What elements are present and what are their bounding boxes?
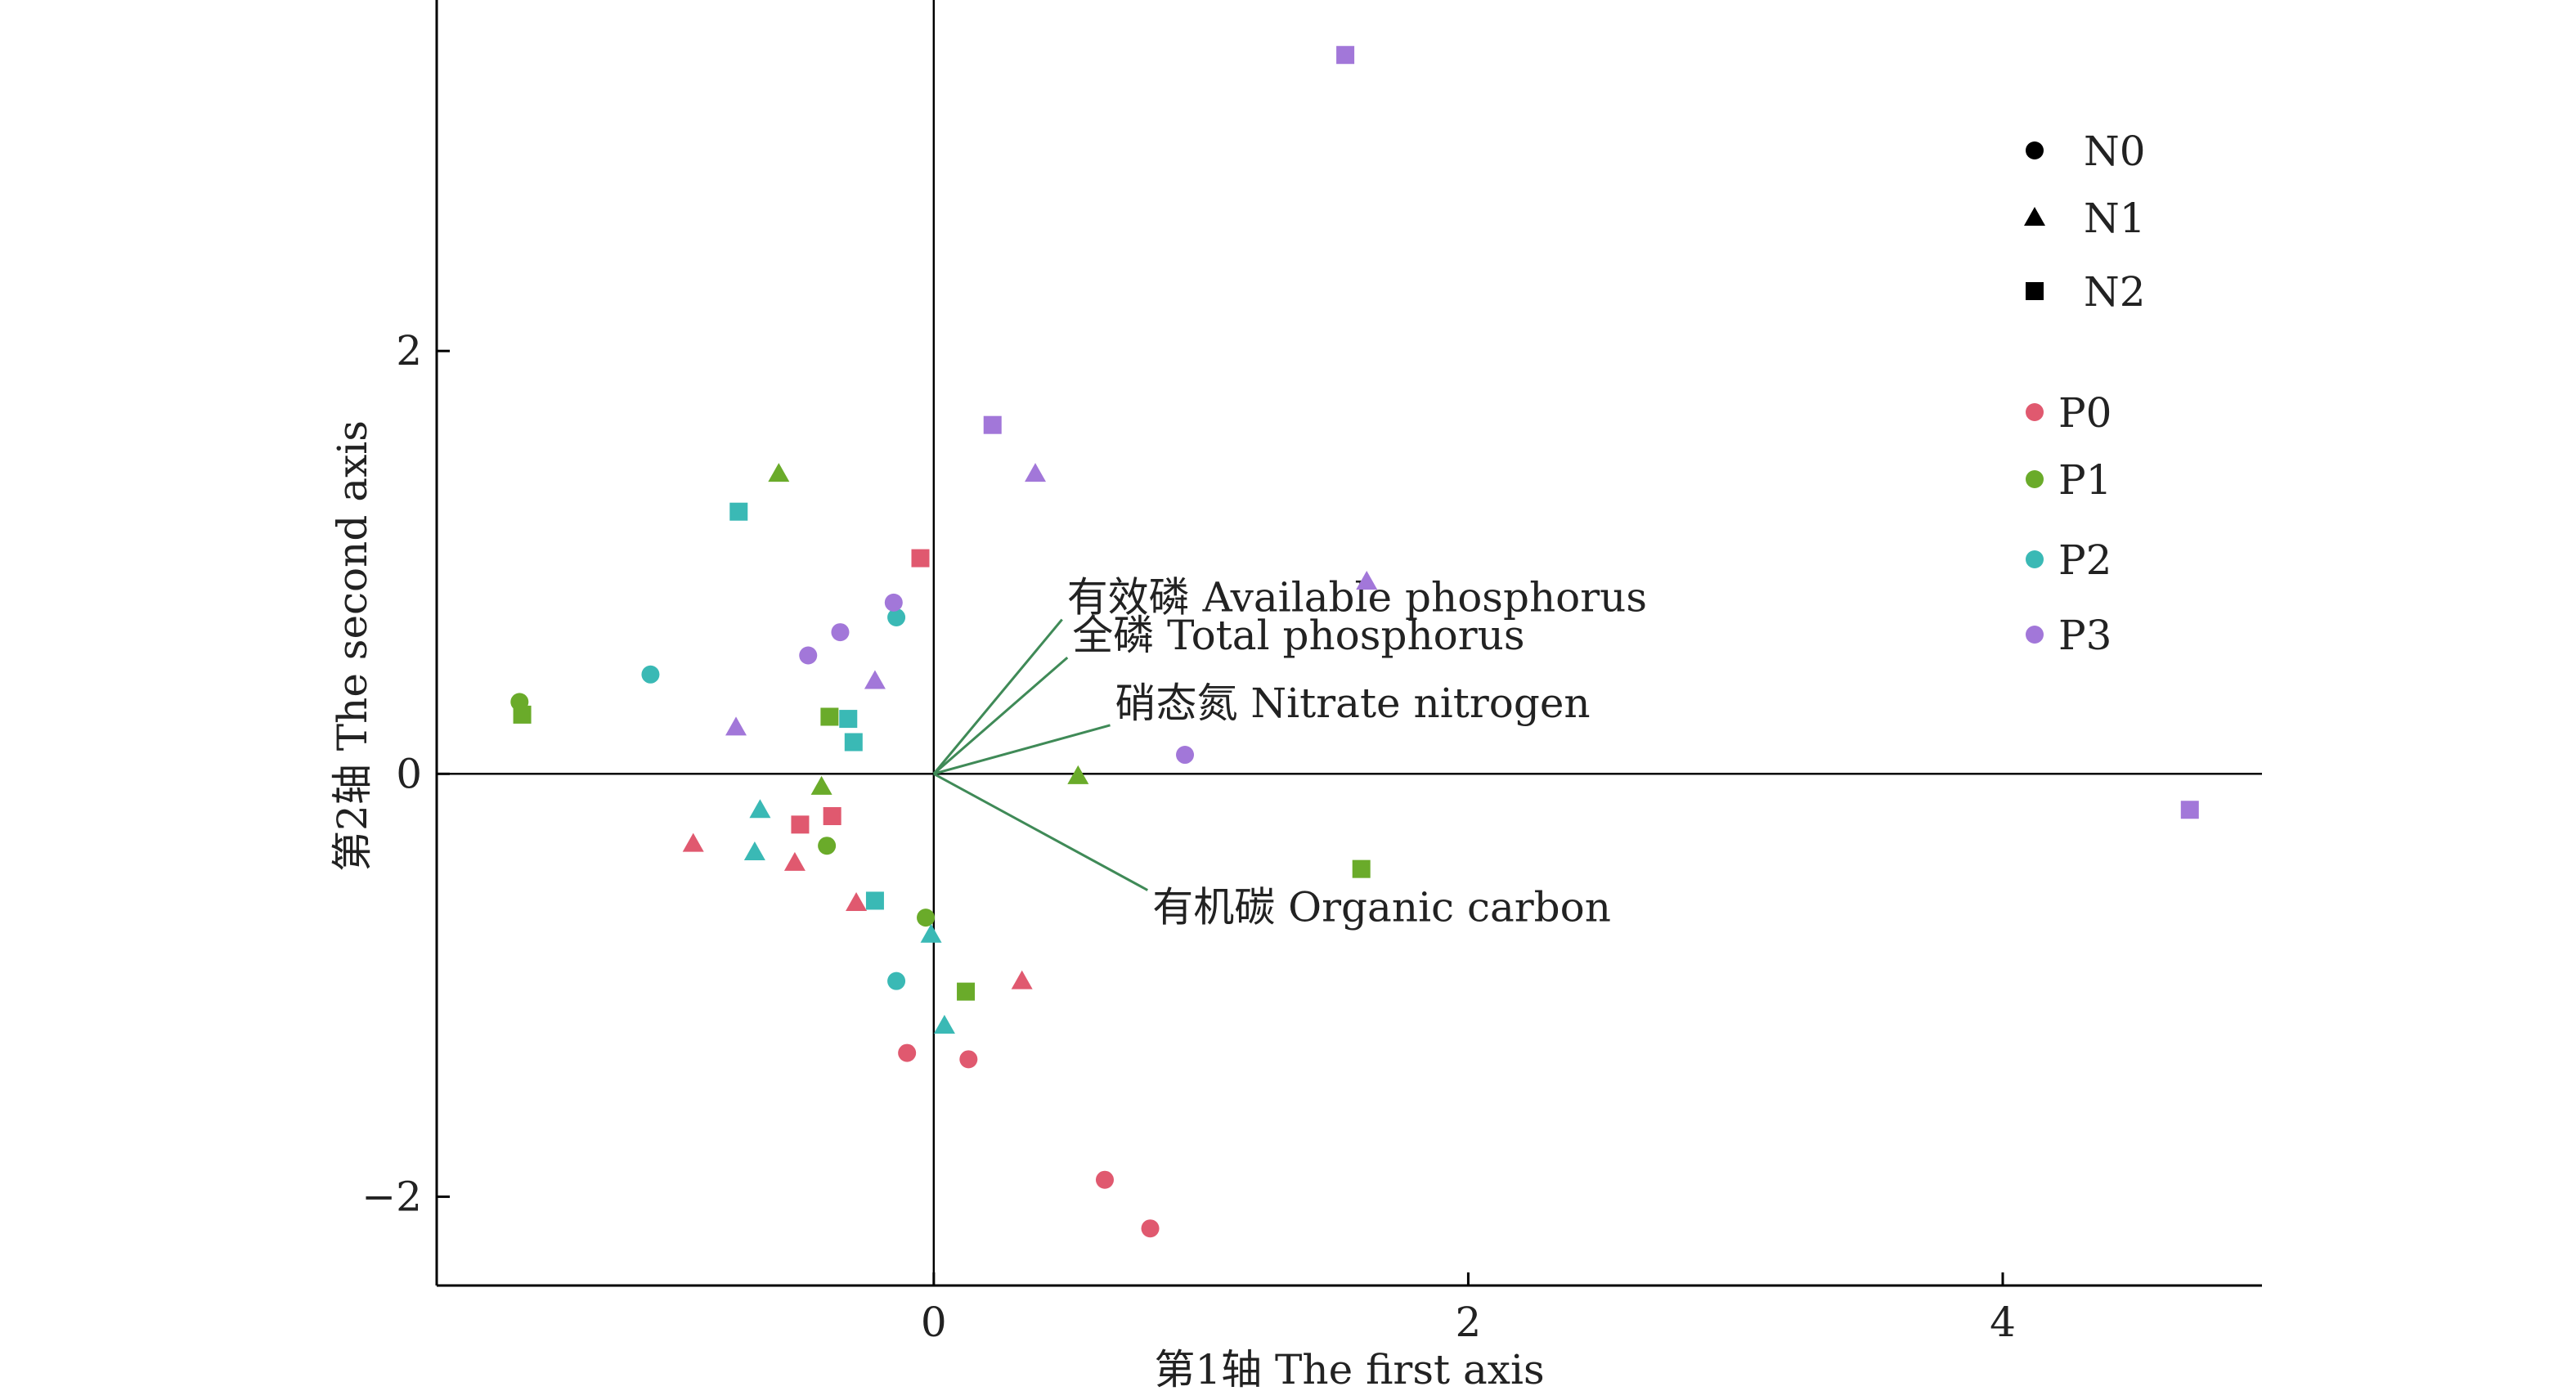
data-point	[1356, 571, 1378, 590]
tick-marks: 0 2 4 −2 0 2	[361, 327, 2016, 1346]
data-point	[743, 841, 765, 860]
data-point	[783, 851, 806, 871]
data-point	[959, 1050, 978, 1069]
data-point	[818, 837, 837, 855]
legend-label: N2	[2084, 268, 2146, 316]
data-point	[933, 1014, 955, 1034]
data-point	[513, 705, 532, 724]
legend-label: P2	[2058, 536, 2112, 584]
legend-label: P3	[2058, 612, 2112, 659]
data-point	[839, 710, 858, 729]
legend-label: P0	[2058, 389, 2112, 437]
data-point	[799, 646, 818, 665]
data-point	[920, 923, 942, 943]
vector-arrow	[933, 772, 1148, 891]
data-point	[831, 623, 850, 642]
legend-label: P1	[2058, 456, 2112, 504]
y-tick-label: 0	[396, 750, 422, 797]
vector-label: 有效磷 Available phosphorus	[1067, 574, 1647, 621]
legend-marker	[2026, 403, 2044, 421]
vector-arrow	[932, 656, 1069, 775]
data-point	[1176, 746, 1195, 765]
data-point	[1025, 463, 1047, 482]
legend-marker	[2026, 550, 2044, 568]
data-point	[1352, 859, 1371, 878]
data-point	[729, 502, 748, 521]
data-point	[810, 775, 832, 795]
data-point	[823, 807, 841, 826]
data-point	[898, 1043, 917, 1062]
data-point	[1141, 1219, 1160, 1238]
data-point	[983, 415, 1002, 434]
data-point	[864, 670, 886, 689]
x-tick-label: 0	[921, 1299, 947, 1346]
data-point	[1095, 1170, 1114, 1189]
data-point	[768, 463, 790, 482]
data-point	[865, 891, 884, 910]
data-point	[884, 593, 903, 612]
data-point	[844, 733, 863, 752]
data-points	[510, 46, 2199, 1238]
vector-label: 全磷 Total phosphorus	[1072, 612, 1524, 659]
legend-label: N0	[2084, 128, 2146, 175]
data-point	[887, 608, 906, 626]
data-point	[820, 707, 839, 726]
legend-marker	[2024, 207, 2045, 226]
legend-label: N1	[2084, 195, 2146, 242]
data-point	[911, 549, 930, 568]
x-axis-label: 第1轴 The first axis	[1154, 1346, 1544, 1391]
vector-label: 有机碳 Organic carbon	[1152, 884, 1611, 931]
legend-marker	[2026, 282, 2044, 300]
y-tick-label: −2	[361, 1173, 422, 1220]
data-point	[1011, 970, 1033, 989]
y-tick-label: 2	[396, 327, 422, 375]
legend: N0 N1 N2 P0 P1 P2 P3	[2024, 128, 2146, 659]
data-point	[1336, 46, 1355, 65]
zero-lines	[437, 0, 2262, 1286]
data-point	[791, 815, 810, 834]
data-point	[917, 909, 936, 927]
data-point	[641, 665, 660, 684]
data-point	[749, 799, 771, 819]
data-point	[846, 892, 868, 912]
legend-marker	[2026, 141, 2044, 159]
x-tick-label: 4	[1990, 1299, 2016, 1346]
data-point	[887, 971, 906, 990]
legend-marker	[2026, 470, 2044, 488]
vector-arrow	[933, 724, 1111, 775]
y-axis-label: 第2轴 The second axis	[329, 420, 376, 872]
data-point	[1067, 765, 1089, 784]
legend-marker	[2026, 626, 2044, 644]
data-point	[2180, 801, 2199, 819]
data-point	[682, 832, 704, 852]
axes-layer	[435, 0, 2262, 1287]
x-tick-label: 2	[1456, 1299, 1482, 1346]
data-point	[957, 982, 976, 1001]
vector-arrow	[932, 618, 1063, 775]
vector-label: 硝态氮 Nitrate nitrogen	[1115, 680, 1591, 727]
data-point	[725, 716, 747, 736]
